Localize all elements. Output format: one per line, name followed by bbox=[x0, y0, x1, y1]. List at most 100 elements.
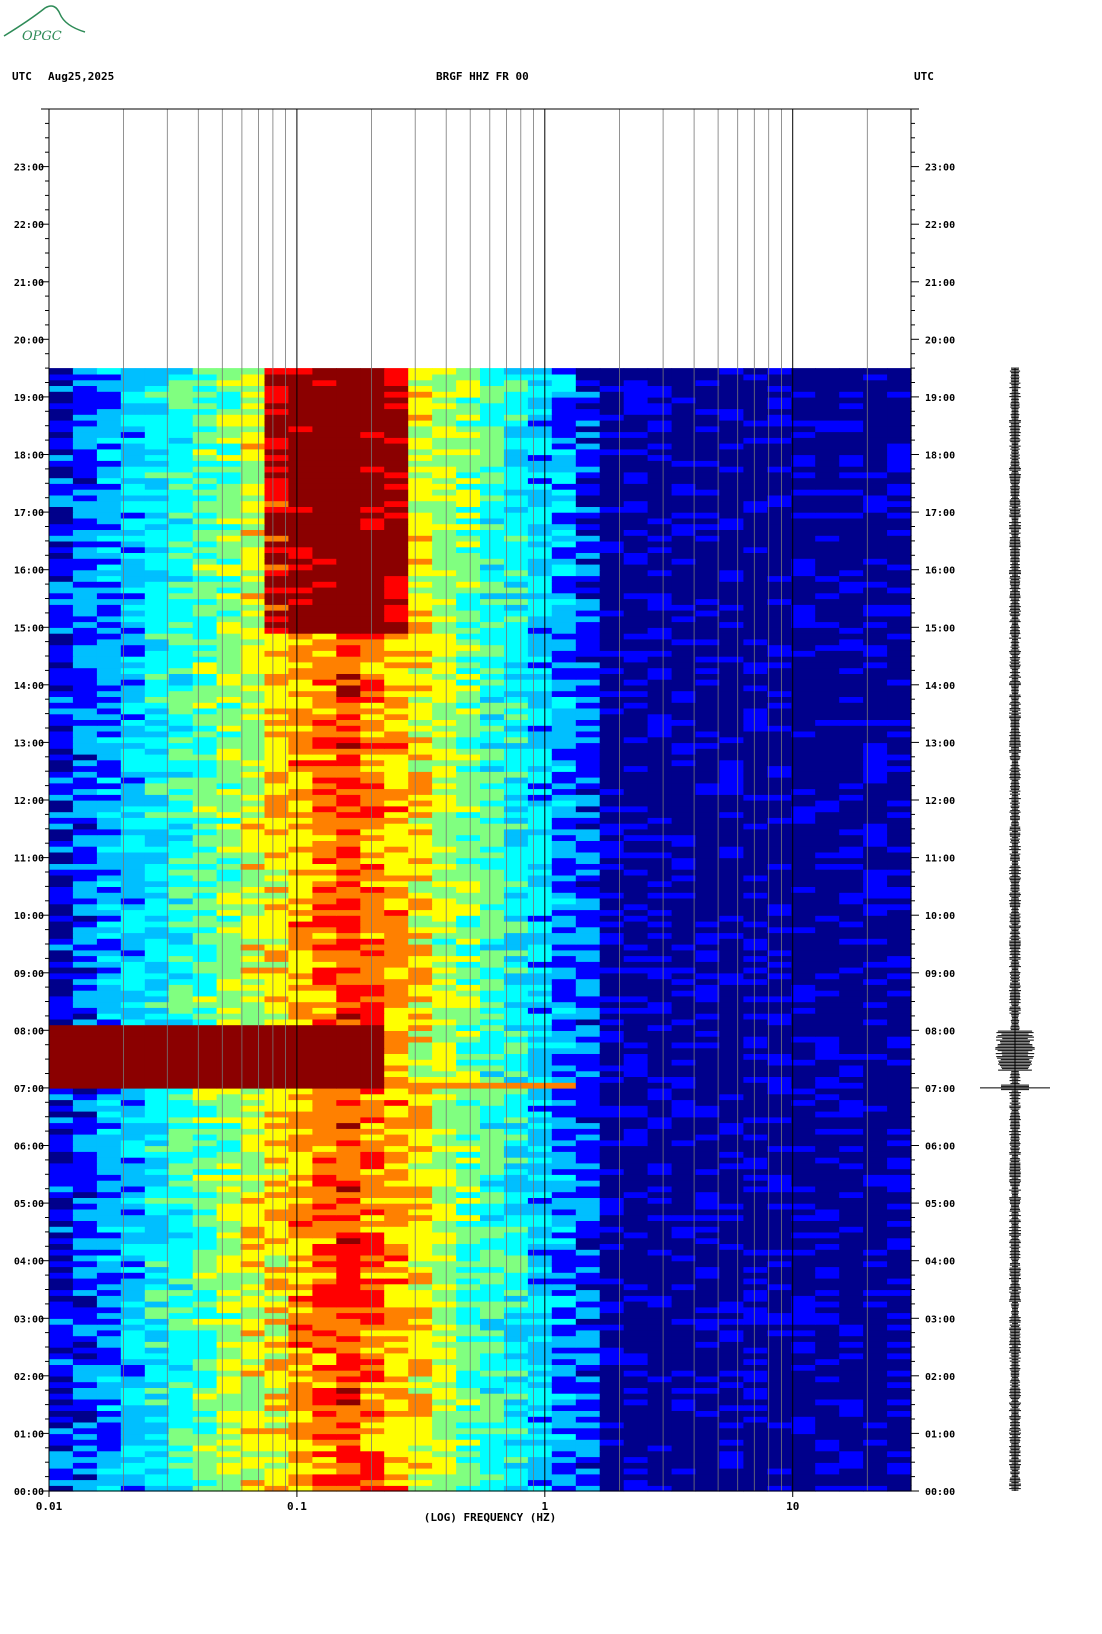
spectrogram-cell bbox=[408, 1082, 433, 1089]
spectrogram-cell bbox=[72, 1226, 98, 1233]
spectrogram-cell bbox=[887, 1013, 912, 1020]
spectrogram-cell bbox=[719, 1145, 744, 1152]
spectrogram-cell bbox=[360, 690, 385, 697]
spectrogram-cell bbox=[264, 753, 289, 761]
spectrogram-cell bbox=[527, 788, 553, 795]
spectrogram-cell bbox=[192, 1059, 218, 1066]
spectrogram-cell bbox=[192, 759, 218, 767]
spectrogram-cell bbox=[527, 1375, 553, 1383]
spectrogram-cell bbox=[240, 805, 266, 813]
spectrogram-cell bbox=[623, 1191, 649, 1198]
spectrogram-cell bbox=[743, 1128, 768, 1135]
spectrogram-cell bbox=[647, 944, 673, 951]
spectrogram-cell bbox=[168, 1139, 194, 1147]
spectrogram-cell bbox=[192, 1295, 218, 1302]
spectrogram-cell bbox=[312, 1306, 337, 1314]
spectrogram-cell bbox=[503, 1324, 529, 1331]
spectrogram-cell bbox=[144, 909, 170, 916]
spectrogram-cell bbox=[408, 1381, 433, 1388]
spectrogram-cell bbox=[647, 903, 673, 911]
spectrogram-cell bbox=[480, 1254, 505, 1262]
spectrogram-cell bbox=[72, 1145, 98, 1152]
spectrogram-cell bbox=[240, 886, 266, 893]
spectrogram-cell bbox=[49, 788, 74, 795]
spectrogram-cell bbox=[887, 1180, 912, 1187]
spectrogram-cell bbox=[120, 1427, 146, 1435]
spectrogram-cell bbox=[527, 1260, 553, 1268]
spectrogram-cell bbox=[695, 1082, 720, 1089]
spectrogram-cell bbox=[168, 1174, 194, 1181]
spectrogram-cell bbox=[503, 1444, 529, 1452]
spectrogram-cell bbox=[264, 1231, 289, 1239]
spectrogram-cell bbox=[96, 1082, 122, 1089]
spectrogram-cell bbox=[527, 1168, 553, 1175]
spectrogram-cell bbox=[551, 1375, 577, 1383]
spectrogram-cell bbox=[551, 823, 577, 830]
spectrogram-cell bbox=[647, 1347, 673, 1354]
spectrogram-cell bbox=[456, 840, 481, 847]
spectrogram-cell bbox=[144, 1231, 170, 1239]
spectrogram-cell bbox=[336, 1301, 361, 1308]
spectrogram-cell bbox=[719, 880, 744, 887]
spectrogram-cell bbox=[695, 1249, 720, 1256]
spectrogram-cell bbox=[575, 1427, 601, 1435]
spectrogram-cell bbox=[863, 851, 888, 859]
spectrogram-cell bbox=[815, 1157, 840, 1164]
spectrogram-cell bbox=[527, 1341, 553, 1348]
spectrogram-cell bbox=[695, 1329, 720, 1337]
spectrogram-cell bbox=[480, 880, 505, 887]
spectrogram-cell bbox=[551, 880, 577, 887]
spectrogram-cell bbox=[503, 1208, 529, 1216]
spectrogram-cell bbox=[815, 1312, 840, 1319]
spectrogram-cell bbox=[551, 1024, 577, 1031]
spectrogram-cell bbox=[360, 1064, 385, 1072]
spectrogram-cell bbox=[456, 1024, 481, 1031]
spectrogram-cell bbox=[599, 949, 625, 957]
spectrogram-cell bbox=[288, 1145, 313, 1152]
spectrogram-cell bbox=[408, 920, 433, 928]
spectrogram-cell bbox=[695, 886, 720, 893]
spectrogram-cell bbox=[527, 863, 553, 870]
spectrogram-cell bbox=[336, 1335, 361, 1342]
spectrogram-cell bbox=[671, 955, 697, 962]
spectrogram-cell bbox=[144, 1364, 170, 1371]
spectrogram-cell bbox=[623, 1082, 649, 1089]
spectrogram-cell bbox=[719, 972, 744, 980]
spectrogram-cell bbox=[575, 944, 601, 951]
spectrogram-cell bbox=[767, 707, 792, 715]
spectrogram-cell bbox=[360, 978, 385, 985]
spectrogram-cell bbox=[791, 949, 816, 957]
spectrogram-cell bbox=[264, 874, 289, 882]
spectrogram-cell bbox=[527, 1370, 553, 1377]
spectrogram-cell bbox=[527, 886, 553, 893]
spectrogram-cell bbox=[887, 915, 912, 922]
spectrogram-cell bbox=[432, 713, 457, 720]
spectrogram-cell bbox=[168, 1266, 194, 1273]
spectrogram-cell bbox=[312, 1174, 337, 1181]
spectrogram-cell bbox=[503, 1433, 529, 1440]
spectrogram-cell bbox=[599, 1030, 625, 1037]
spectrogram-cell bbox=[384, 1433, 409, 1440]
spectrogram-cell bbox=[96, 944, 122, 951]
spectrogram-cell bbox=[887, 863, 912, 870]
spectrogram-cell bbox=[839, 1473, 864, 1481]
spectrogram-cell bbox=[96, 1410, 122, 1417]
spectrogram-cell bbox=[49, 1070, 74, 1077]
spectrogram-cell bbox=[575, 1041, 601, 1049]
spectrogram-cell bbox=[240, 730, 266, 738]
spectrogram-cell bbox=[647, 949, 673, 957]
spectrogram-cell bbox=[360, 1416, 385, 1423]
spectrogram-cell bbox=[647, 1312, 673, 1319]
spectrogram-cell bbox=[503, 926, 529, 934]
spectrogram-cell bbox=[863, 817, 888, 824]
spectrogram-cell bbox=[743, 1099, 768, 1106]
spectrogram-cell bbox=[336, 1220, 361, 1227]
spectrogram-cell bbox=[767, 978, 792, 985]
spectrogram-cell bbox=[863, 1180, 888, 1187]
spectrogram-cell bbox=[551, 1266, 577, 1273]
spectrogram-cell bbox=[168, 984, 194, 991]
spectrogram-cell bbox=[264, 1433, 289, 1440]
spectrogram-cell bbox=[695, 1381, 720, 1388]
spectrogram-cell bbox=[887, 828, 912, 836]
spectrogram-cell bbox=[336, 765, 361, 772]
